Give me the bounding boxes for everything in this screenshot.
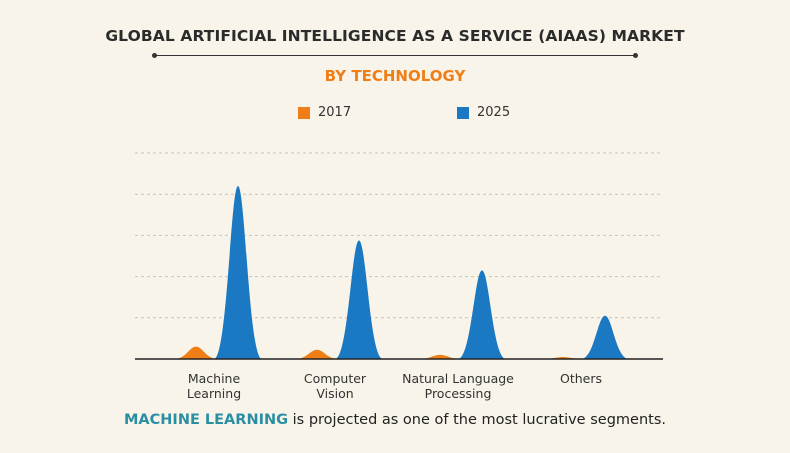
footnote-highlight: MACHINE LEARNING <box>124 412 289 428</box>
x-tick-label: Others <box>560 371 602 386</box>
area-2017-1 <box>295 349 339 359</box>
x-tick-label: Computer <box>304 371 367 386</box>
area-2017-0 <box>174 346 218 359</box>
chart-subtitle: BY TECHNOLOGY <box>324 67 466 85</box>
x-tick-label: Machine <box>188 371 241 386</box>
legend-label-2025: 2025 <box>477 105 511 120</box>
area-2025-0 <box>214 185 262 359</box>
divider-dot-right <box>633 53 638 58</box>
legend-label-2017: 2017 <box>318 105 352 120</box>
divider-dot-left <box>152 53 157 58</box>
legend-item-2017: 2017 <box>298 105 351 120</box>
x-tick-label: Natural Language <box>402 371 514 386</box>
legend-swatch-2017 <box>298 106 310 119</box>
chart-title: GLOBAL ARTIFICIAL INTELLIGENCE AS A SERV… <box>105 27 685 45</box>
x-tick-label: Learning <box>187 386 241 401</box>
x-tick-label: Vision <box>316 386 353 401</box>
area-2025-1 <box>335 240 383 359</box>
x-tick-label: Processing <box>425 386 492 401</box>
area-2025-2 <box>458 270 506 359</box>
legend-item-2025: 2025 <box>457 105 510 120</box>
area-2025-3 <box>581 315 629 359</box>
footnote: MACHINE LEARNING is projected as one of … <box>0 412 790 428</box>
title-divider <box>152 53 638 58</box>
footnote-text: is projected as one of the most lucrativ… <box>288 412 666 428</box>
area-2017-2 <box>418 354 462 359</box>
legend-swatch-2025 <box>457 106 469 119</box>
